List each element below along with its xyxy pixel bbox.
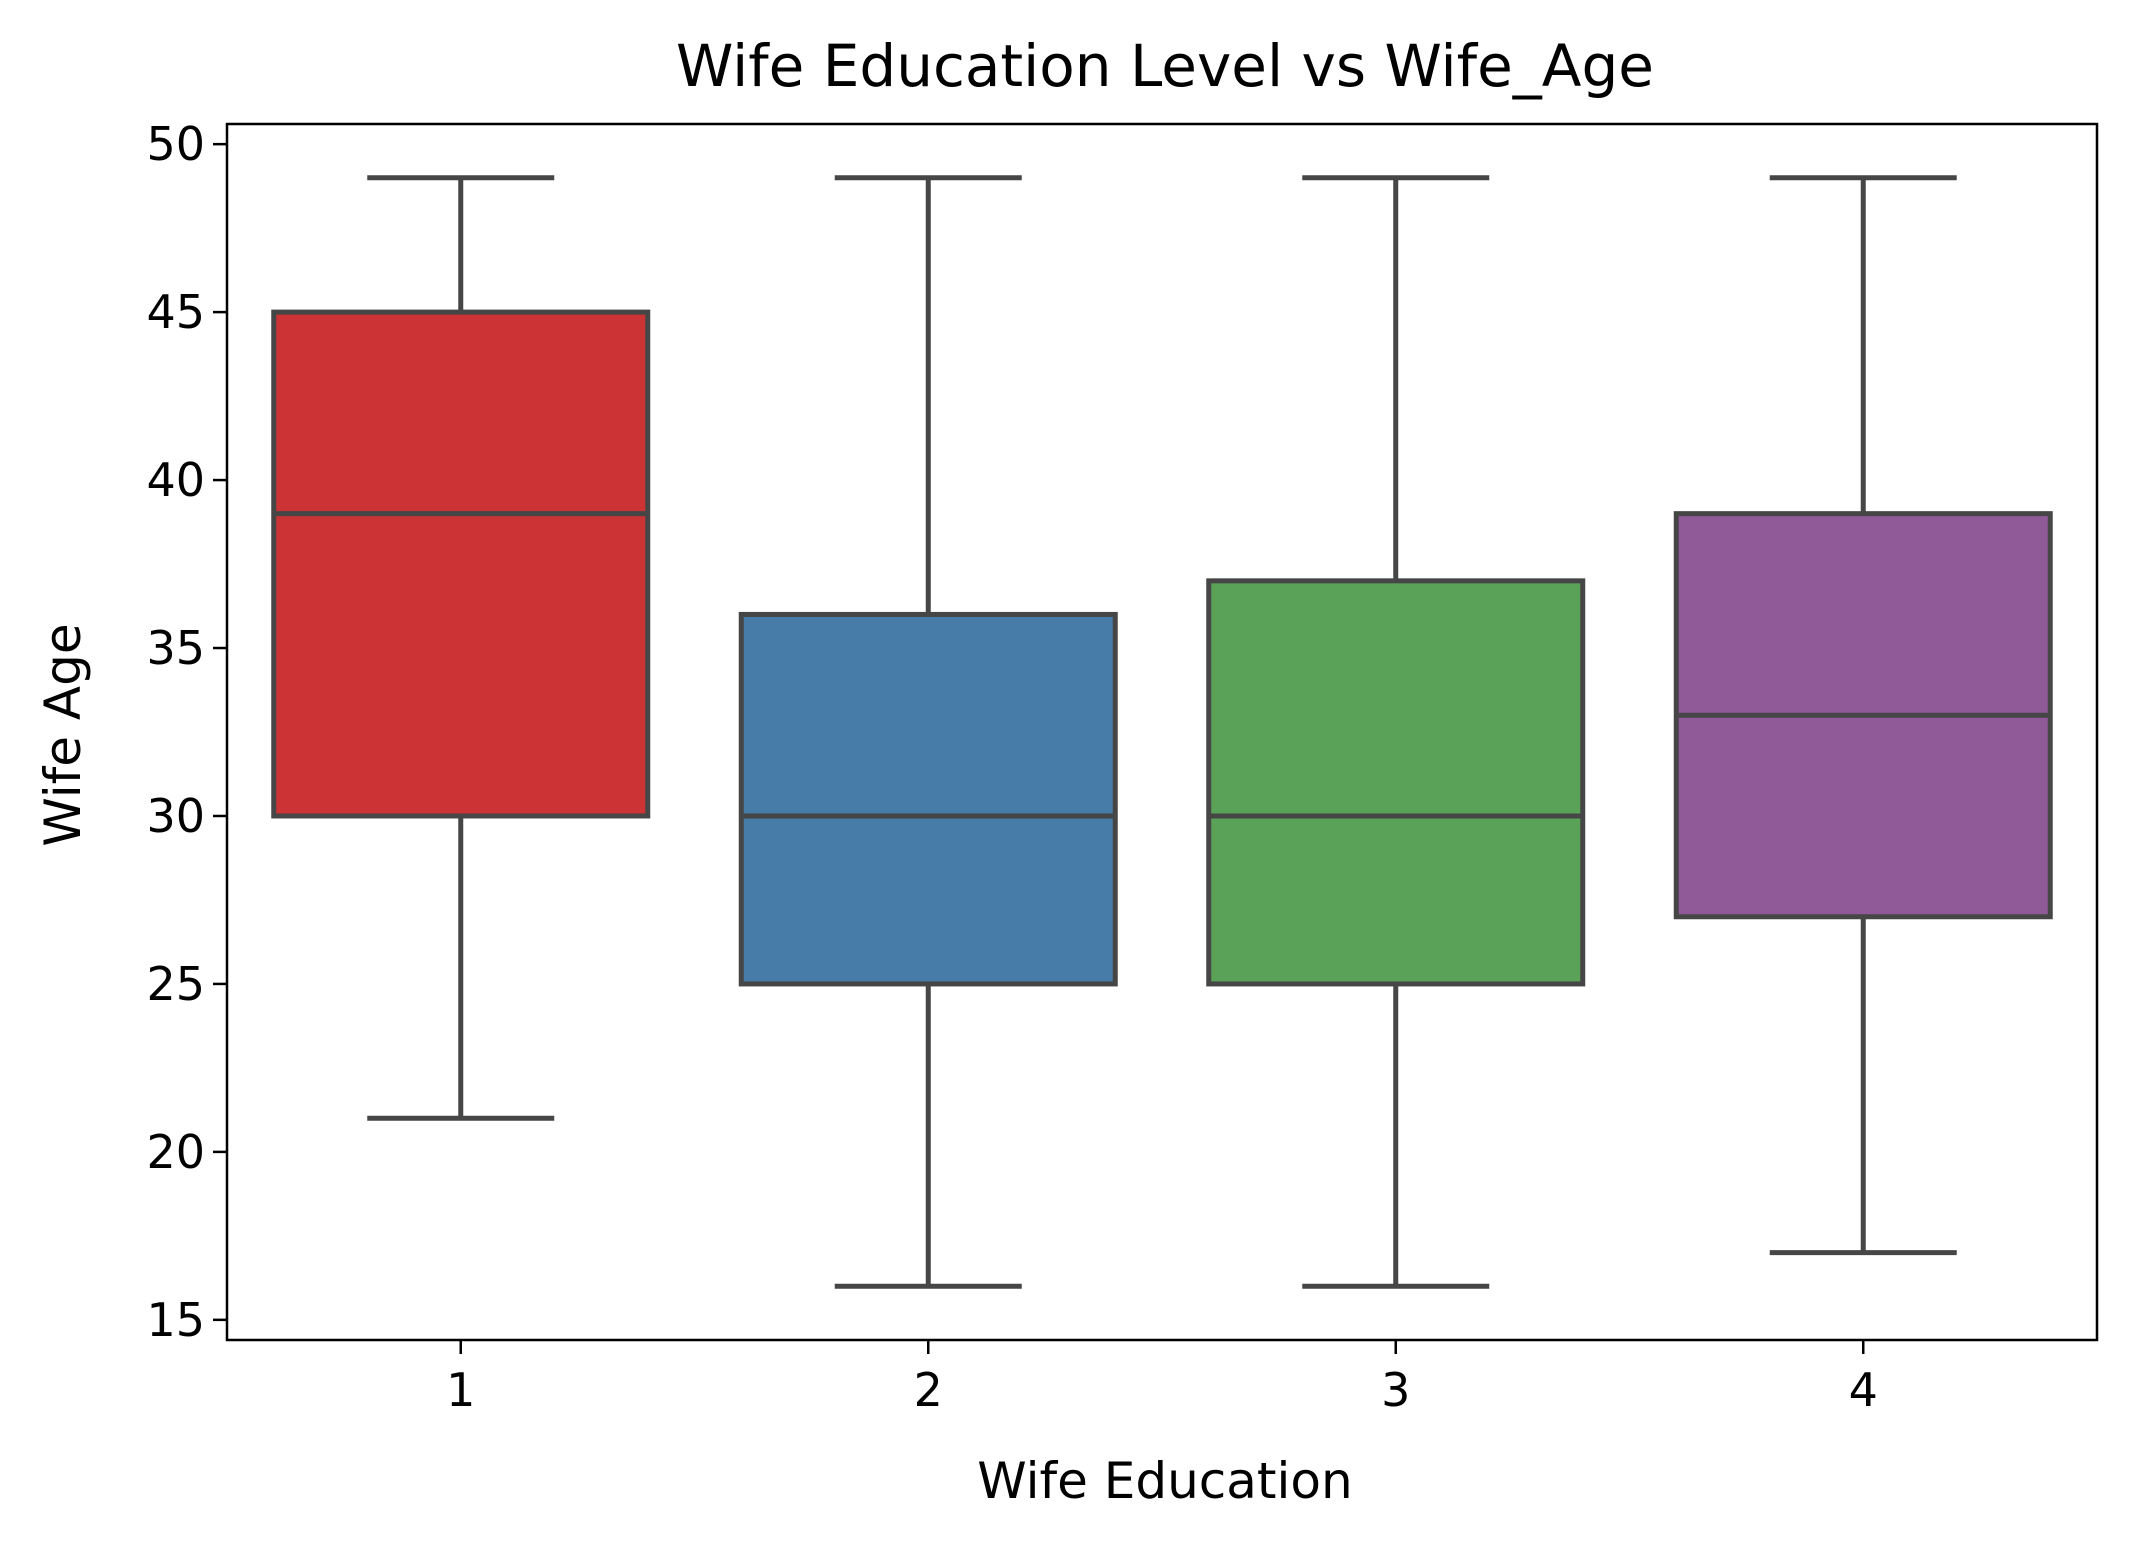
plot-frame bbox=[225, 122, 2099, 1342]
y-tick-label: 30 bbox=[146, 789, 205, 843]
y-tick-label: 15 bbox=[146, 1293, 205, 1347]
x-tick-label: 3 bbox=[1381, 1363, 1410, 1417]
y-axis-label: Wife Age bbox=[34, 623, 92, 846]
x-axis-label: Wife Education bbox=[977, 1452, 1352, 1510]
plot-area: 15 20 25 30 35 40 45 50 1 2 3 4 bbox=[146, 117, 2099, 1417]
y-tick-label: 35 bbox=[146, 621, 205, 675]
box-category-2 bbox=[738, 611, 1118, 987]
y-tick-label: 20 bbox=[146, 1125, 205, 1179]
chart-title: Wife Education Level vs Wife_Age bbox=[676, 32, 1654, 100]
y-tick-label: 50 bbox=[146, 117, 205, 171]
box-category-3 bbox=[1206, 578, 1586, 987]
y-tick-label: 40 bbox=[146, 453, 205, 507]
x-tick-label: 1 bbox=[446, 1363, 475, 1417]
box-category-1 bbox=[271, 309, 651, 819]
x-tick-label: 4 bbox=[1849, 1363, 1878, 1417]
x-tick-label: 2 bbox=[914, 1363, 943, 1417]
y-tick-label: 45 bbox=[146, 285, 205, 339]
y-tick-label: 25 bbox=[146, 957, 205, 1011]
